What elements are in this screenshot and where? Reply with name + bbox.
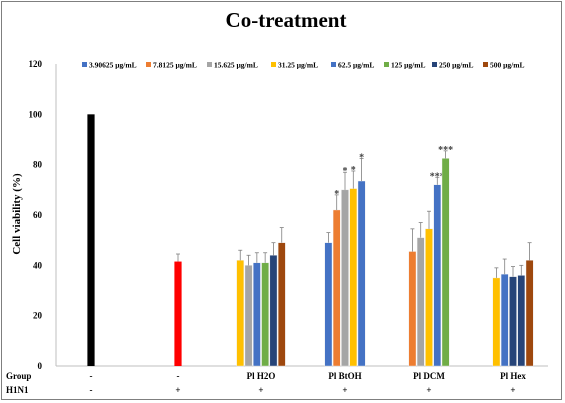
group-label: Pl H2O	[247, 371, 276, 381]
bar	[525, 260, 534, 367]
legend-label: 125 μg/mL	[391, 61, 425, 70]
h1n1-label: -	[90, 385, 93, 395]
group-label: Pl DCM	[413, 371, 445, 381]
bar	[341, 189, 349, 367]
bar	[500, 273, 509, 367]
legend-label: 500 μg/mL	[490, 61, 524, 70]
bar	[324, 242, 333, 367]
h1n1-label: +	[342, 385, 347, 395]
significance-marker: ***	[430, 171, 445, 182]
bar	[236, 260, 245, 367]
legend-label: 15.625 μg/mL	[214, 61, 258, 70]
legend: 3.90625 μg/mL 7.8125 μg/mL 15.625 μg/mL 31.…	[82, 61, 524, 70]
group-label: -	[90, 371, 93, 381]
bar	[492, 277, 501, 367]
chart-title: Co-treatment	[226, 8, 347, 32]
legend-swatch	[271, 62, 276, 67]
bar	[416, 237, 425, 367]
y-tick-label: 60	[33, 210, 43, 220]
legend-label: 3.90625 μg/mL	[89, 61, 137, 70]
significance-marker: *	[359, 152, 364, 163]
row-label-group: Group	[6, 371, 31, 381]
y-tick-label: 120	[29, 59, 43, 69]
bar	[349, 188, 358, 367]
legend-swatch	[432, 62, 437, 67]
significance-marker: *	[343, 166, 348, 177]
bar	[174, 261, 182, 366]
legend-swatch	[82, 62, 87, 67]
legend-label: 31.25 μg/mL	[278, 61, 318, 70]
bar	[441, 158, 450, 367]
legend-swatch	[146, 62, 151, 67]
y-tick-label: 20	[33, 311, 43, 321]
legend-label: 62.5 μg/mL	[338, 61, 374, 70]
axes: 0 20 40 60 80 100 120	[29, 59, 548, 371]
legend-swatch	[384, 62, 389, 67]
legend-swatch	[331, 62, 336, 67]
bar	[87, 114, 95, 366]
legend-swatch	[483, 62, 488, 67]
h1n1-label: +	[426, 385, 431, 395]
significance-marker: ***	[438, 145, 453, 156]
legend-swatch	[207, 62, 212, 67]
bar	[357, 180, 366, 367]
significance-marker: *	[351, 165, 356, 176]
bar	[244, 265, 253, 367]
y-tick-label: 0	[38, 361, 43, 371]
h1n1-label: +	[510, 385, 515, 395]
bars: ** ********	[87, 114, 534, 367]
y-tick-label: 100	[29, 109, 43, 119]
category-rows: Group H1N1 - - - + Pl H2O + Pl BtOH + Pl DCM + Pl He…	[6, 371, 526, 395]
bar	[408, 251, 417, 367]
significance-marker: *	[334, 189, 339, 200]
bar	[517, 275, 526, 367]
legend-label: 250 μg/mL	[439, 61, 473, 70]
group-label: Pl Hex	[500, 371, 526, 381]
y-tick-label: 40	[33, 260, 43, 270]
bar	[425, 228, 433, 367]
bar	[261, 262, 269, 367]
y-tick-label: 80	[33, 160, 43, 170]
bar	[277, 242, 286, 367]
legend-label: 7.8125 μg/mL	[153, 61, 197, 70]
bar	[433, 184, 442, 367]
bar	[332, 209, 341, 367]
row-label-h1n1: H1N1	[6, 385, 29, 395]
h1n1-label: +	[175, 385, 180, 395]
group-label: -	[177, 371, 180, 381]
bar	[509, 276, 517, 367]
group-label: Pl BtOH	[328, 371, 361, 381]
y-axis-label: Cell viability (%)	[11, 173, 23, 255]
bar	[253, 262, 261, 367]
bar	[269, 255, 278, 367]
h1n1-label: +	[258, 385, 263, 395]
